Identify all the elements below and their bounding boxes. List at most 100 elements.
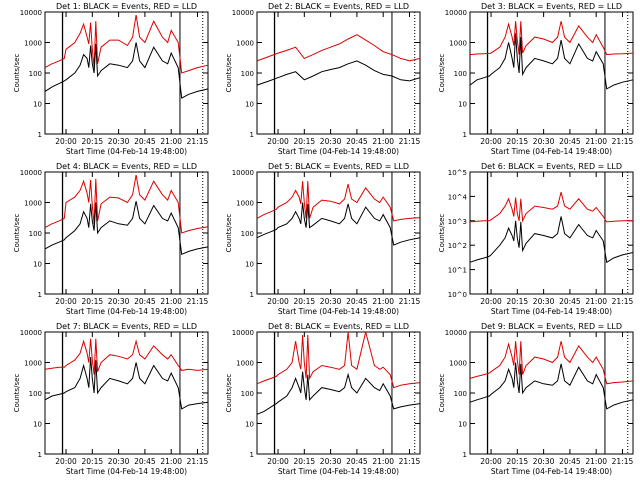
plot-frame: [256, 11, 421, 135]
plot-frame: [256, 171, 421, 295]
x-tick-label: 20:00: [480, 137, 502, 146]
events-series-line: [256, 60, 421, 86]
y-tick-label: 100: [454, 390, 467, 398]
y-tick-label: 100: [29, 390, 42, 398]
y-tick-label: 10: [458, 101, 467, 109]
y-tick-label: 100: [454, 70, 467, 78]
y-tick-label: 10: [33, 101, 42, 109]
panel-title: Det 8: BLACK = Events, RED = LLD: [268, 322, 409, 331]
x-tick-label: 20:00: [267, 297, 289, 306]
events-series-line: [469, 362, 634, 410]
y-tick-label: 100: [241, 70, 254, 78]
x-tick-label: 21:00: [585, 137, 607, 146]
y-axis-label: Counts/sec: [438, 214, 446, 253]
events-series-line: [44, 357, 209, 410]
y-tick-label: 10^1: [448, 267, 467, 275]
y-tick-label: 1: [250, 131, 254, 139]
x-tick-label: 20:15: [82, 297, 104, 306]
y-tick-label: 1: [250, 291, 254, 299]
x-tick-label: 21:15: [187, 457, 209, 466]
x-tick-label: 21:00: [160, 297, 182, 306]
x-tick-label: 20:30: [533, 457, 555, 466]
x-tick-label: 21:15: [187, 297, 209, 306]
y-tick-label: 10000: [445, 329, 467, 337]
x-tick-label: 21:00: [372, 297, 394, 306]
y-tick-label: 100: [241, 230, 254, 238]
lld-series-line: [256, 181, 421, 222]
y-tick-label: 100: [241, 390, 254, 398]
panel-title: Det 4: BLACK = Events, RED = LLD: [56, 162, 197, 171]
x-tick-label: 21:00: [585, 457, 607, 466]
panel-title: Det 3: BLACK = Events, RED = LLD: [481, 2, 622, 11]
x-tick-label: 21:00: [372, 457, 394, 466]
plot-frame: [256, 331, 421, 455]
y-tick-label: 10000: [232, 329, 254, 337]
x-tick-label: 20:15: [294, 137, 316, 146]
x-tick-label: 20:15: [294, 457, 316, 466]
y-tick-label: 10: [458, 421, 467, 429]
x-tick-label: 21:00: [372, 137, 394, 146]
y-tick-label: 10000: [232, 9, 254, 17]
y-tick-label: 1: [463, 451, 467, 459]
plot-frame: [469, 171, 634, 295]
y-tick-label: 10: [245, 261, 254, 269]
x-axis-label: Start Time (04-Feb-14 19:48:00): [491, 147, 612, 156]
panel-det-7: Det 7: BLACK = Events, RED = LLD 1 10 100 10…: [13, 322, 209, 476]
x-tick-label: 20:30: [533, 137, 555, 146]
y-tick-label: 10^3: [448, 218, 467, 226]
y-axis-label: Counts/sec: [438, 374, 446, 413]
y-axis-label: Counts/sec: [225, 374, 233, 413]
y-tick-label: 10000: [445, 9, 467, 17]
y-axis-label: Counts/sec: [13, 374, 21, 413]
x-tick-label: 20:00: [55, 457, 77, 466]
y-tick-label: 10^5: [448, 169, 467, 177]
x-tick-label: 20:00: [480, 457, 502, 466]
x-tick-label: 20:15: [507, 457, 529, 466]
x-tick-label: 20:30: [320, 297, 342, 306]
y-tick-label: 1000: [24, 40, 42, 48]
panel-det-3: Det 3: BLACK = Events, RED = LLD 1 10 100 10…: [438, 2, 634, 156]
x-axis-label: Start Time (04-Feb-14 19:48:00): [491, 307, 612, 316]
panel-det-2: Det 2: BLACK = Events, RED = LLD 1 10 100 10…: [225, 2, 421, 156]
events-series-line: [256, 202, 421, 246]
x-tick-label: 20:45: [134, 457, 156, 466]
y-tick-label: 1000: [449, 360, 467, 368]
x-tick-label: 20:15: [507, 137, 529, 146]
plot-frame: [44, 331, 209, 455]
x-axis-label: Start Time (04-Feb-14 19:48:00): [491, 467, 612, 476]
lld-series-line: [469, 341, 634, 385]
panel-det-8: Det 8: BLACK = Events, RED = LLD 1 10 100 10…: [225, 322, 421, 476]
y-tick-label: 10: [245, 101, 254, 109]
x-tick-label: 20:30: [320, 137, 342, 146]
x-tick-label: 21:15: [399, 297, 421, 306]
y-tick-label: 1000: [236, 40, 254, 48]
x-tick-label: 20:15: [294, 297, 316, 306]
y-tick-label: 100: [29, 230, 42, 238]
lld-series-line: [469, 21, 634, 56]
y-tick-label: 1000: [449, 40, 467, 48]
y-tick-label: 10: [245, 421, 254, 429]
events-series-line: [44, 201, 209, 256]
x-tick-label: 21:00: [585, 297, 607, 306]
x-tick-label: 20:15: [82, 457, 104, 466]
panel-det-9: Det 9: BLACK = Events, RED = LLD 1 10 100 10…: [438, 322, 634, 476]
panel-title: Det 1: BLACK = Events, RED = LLD: [56, 2, 197, 11]
x-tick-label: 20:45: [346, 297, 368, 306]
x-tick-label: 20:45: [559, 297, 581, 306]
x-tick-label: 20:30: [533, 297, 555, 306]
x-tick-label: 20:15: [82, 137, 104, 146]
panel-det-1: Det 1: BLACK = Events, RED = LLD 1 10 100 10…: [13, 2, 209, 156]
x-tick-label: 20:00: [480, 297, 502, 306]
x-tick-label: 20:30: [320, 457, 342, 466]
x-axis-label: Start Time (04-Feb-14 19:48:00): [278, 467, 399, 476]
y-tick-label: 10: [33, 261, 42, 269]
lld-series-line: [44, 338, 209, 375]
y-tick-label: 1000: [236, 200, 254, 208]
y-axis-label: Counts/sec: [13, 214, 21, 253]
x-tick-label: 21:15: [399, 137, 421, 146]
y-tick-label: 1: [463, 131, 467, 139]
x-axis-label: Start Time (04-Feb-14 19:48:00): [66, 147, 187, 156]
events-series-line: [44, 42, 209, 99]
y-tick-label: 10000: [232, 169, 254, 177]
x-tick-label: 21:00: [160, 457, 182, 466]
